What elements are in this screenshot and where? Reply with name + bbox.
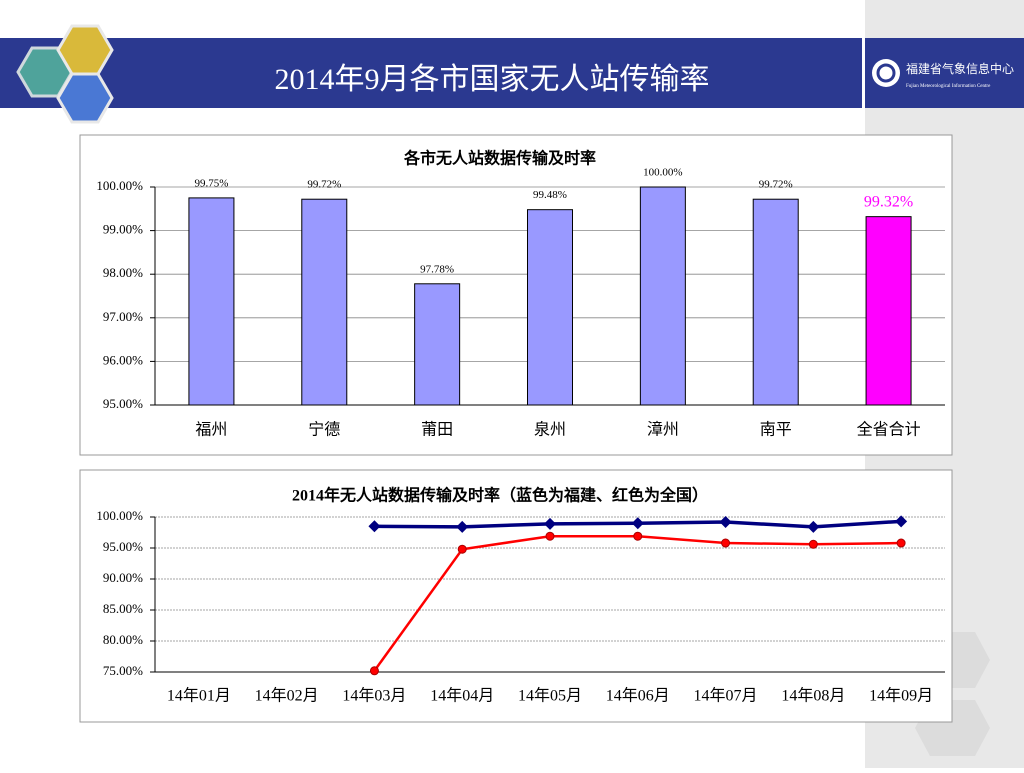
bar bbox=[639, 186, 686, 406]
bar bbox=[301, 198, 348, 406]
x-tick-label: 福州 bbox=[195, 421, 227, 439]
data-label: 99.32% bbox=[864, 193, 913, 210]
y-tick-label: 90.00% bbox=[103, 570, 143, 585]
y-tick-label: 99.00% bbox=[103, 222, 143, 237]
logo-subtext: Fujian Meteorological Information Centre bbox=[906, 84, 991, 89]
marker bbox=[457, 544, 467, 554]
x-tick-label: 宁德 bbox=[308, 421, 340, 439]
x-tick-label: 14年09月 bbox=[869, 687, 933, 705]
y-tick-label: 96.00% bbox=[103, 352, 143, 367]
y-tick-label: 80.00% bbox=[103, 632, 143, 647]
logo-text: 福建省气象信息中心 bbox=[906, 61, 1014, 76]
data-label: 99.75% bbox=[194, 177, 228, 189]
marker bbox=[807, 520, 820, 533]
marker bbox=[719, 515, 732, 528]
slide-title: 2014年9月各市国家无人站传输率 bbox=[275, 63, 710, 96]
marker bbox=[895, 515, 908, 528]
data-label: 99.48% bbox=[533, 189, 567, 201]
bar bbox=[752, 198, 799, 406]
x-tick-label: 14年03月 bbox=[342, 687, 406, 705]
data-label: 99.72% bbox=[759, 179, 793, 191]
logo-icon bbox=[876, 63, 896, 83]
x-tick-label: 莆田 bbox=[421, 421, 453, 439]
y-tick-label: 98.00% bbox=[103, 265, 143, 280]
header-bar bbox=[0, 38, 862, 108]
y-tick-label: 85.00% bbox=[103, 601, 143, 616]
x-tick-label: 南平 bbox=[760, 421, 792, 439]
marker bbox=[721, 538, 731, 548]
chart-frame bbox=[79, 469, 953, 723]
x-tick-label: 漳州 bbox=[647, 421, 679, 439]
marker bbox=[544, 517, 556, 530]
marker bbox=[456, 520, 469, 533]
x-tick-label: 全省合计 bbox=[857, 421, 921, 439]
logo-icon bbox=[872, 59, 900, 87]
marker bbox=[896, 538, 906, 548]
x-tick-label: 14年05月 bbox=[518, 687, 582, 705]
y-tick-label: 75.00% bbox=[103, 663, 143, 678]
x-tick-label: 14年04月 bbox=[430, 687, 494, 705]
chart-title: 2014年无人站数据传输及时率（蓝色为福建、红色为全国） bbox=[292, 486, 708, 505]
y-tick-label: 95.00% bbox=[103, 396, 143, 411]
data-label: 100.00% bbox=[643, 167, 682, 179]
bar bbox=[865, 216, 912, 406]
y-tick-label: 100.00% bbox=[96, 508, 143, 523]
marker bbox=[369, 666, 379, 676]
hexagon-decor bbox=[56, 72, 114, 124]
x-tick-label: 14年08月 bbox=[781, 687, 845, 705]
x-tick-label: 14年01月 bbox=[167, 687, 231, 705]
x-tick-label: 14年02月 bbox=[255, 687, 319, 705]
bar bbox=[527, 209, 573, 406]
chart-title: 各市无人站数据传输及时率 bbox=[403, 149, 596, 168]
bar bbox=[414, 283, 461, 406]
bar bbox=[188, 197, 235, 406]
marker bbox=[368, 520, 381, 533]
marker bbox=[631, 517, 644, 530]
marker bbox=[545, 531, 555, 541]
x-tick-label: 泉州 bbox=[534, 421, 566, 439]
y-tick-label: 100.00% bbox=[96, 178, 143, 193]
y-tick-label: 97.00% bbox=[103, 309, 143, 324]
marker bbox=[633, 531, 643, 541]
hexagon-decor bbox=[56, 24, 114, 76]
x-tick-label: 14年07月 bbox=[694, 687, 758, 705]
y-tick-label: 95.00% bbox=[103, 539, 143, 554]
data-label: 99.72% bbox=[307, 179, 341, 191]
x-tick-label: 14年06月 bbox=[606, 687, 670, 705]
marker bbox=[808, 539, 818, 549]
data-label: 97.78% bbox=[420, 263, 454, 275]
